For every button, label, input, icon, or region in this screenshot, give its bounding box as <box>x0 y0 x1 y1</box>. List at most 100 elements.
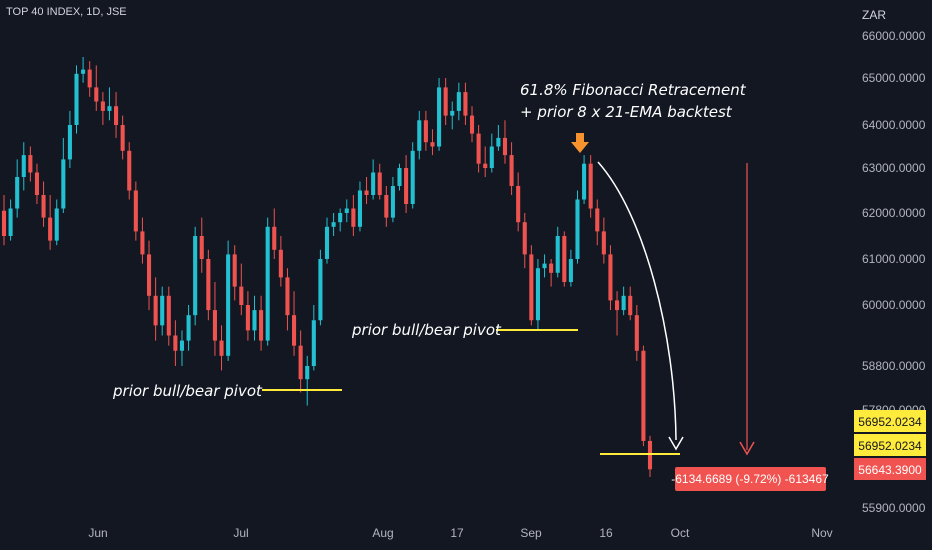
candle <box>318 249 323 326</box>
candle <box>245 291 250 341</box>
candle <box>390 177 395 223</box>
candle-body <box>608 254 613 301</box>
candle-body <box>324 226 330 259</box>
candle <box>450 101 455 130</box>
candle-body <box>377 172 382 195</box>
candle <box>496 125 501 151</box>
candle <box>601 217 606 264</box>
time-tick-label: 17 <box>450 526 464 540</box>
candle-body <box>423 120 428 143</box>
candle-body <box>212 310 217 341</box>
candle-body <box>549 263 554 273</box>
candle <box>8 199 13 241</box>
candle <box>562 231 567 287</box>
candle-body <box>522 222 527 255</box>
candle <box>628 286 633 321</box>
projection-arrowhead-icon <box>668 436 684 451</box>
price-tag-yellow-2-text: 56952.0234 <box>858 439 922 453</box>
candle <box>357 181 363 232</box>
price-tick-label: 60000.0000 <box>862 298 926 312</box>
candle-body <box>562 236 567 282</box>
candle-body <box>463 92 468 116</box>
candle <box>522 213 527 269</box>
candle-body <box>193 236 198 316</box>
candle <box>133 181 138 241</box>
candle <box>549 259 554 287</box>
candle-body <box>364 190 369 195</box>
candle-body <box>160 295 165 326</box>
time-axis[interactable]: Jun Jul Aug 17 Sep 16 Oct Nov <box>88 526 832 540</box>
candle <box>252 295 257 341</box>
candle <box>588 155 593 218</box>
candle <box>417 110 422 160</box>
candle <box>127 142 132 200</box>
price-tick-label: 64000.0000 <box>862 118 926 132</box>
measure-label-text: -6134.6689 (-9.72%) -613467 <box>671 472 829 486</box>
candle-body <box>28 155 33 173</box>
candle <box>54 199 59 246</box>
candle <box>15 159 20 218</box>
candle <box>173 320 178 366</box>
candle-body <box>371 172 376 195</box>
candle <box>291 291 297 356</box>
candle-body <box>601 231 606 255</box>
candle <box>199 217 204 273</box>
candle <box>410 142 415 209</box>
projection-curve-arrow[interactable] <box>597 161 677 441</box>
candle-body <box>535 268 540 321</box>
candle-body <box>357 190 363 227</box>
candle-body <box>588 163 593 209</box>
measure-label[interactable]: -6134.6689 (-9.72%) -613467 <box>671 467 829 491</box>
candle-body <box>575 199 580 259</box>
candle <box>298 330 303 393</box>
candle <box>153 277 158 341</box>
currency-label: ZAR <box>862 8 886 22</box>
candle <box>259 295 264 351</box>
candle <box>186 305 191 351</box>
candle-body <box>647 440 653 470</box>
candle <box>614 291 620 336</box>
candle-body <box>81 69 86 74</box>
candle <box>48 195 53 250</box>
candle <box>206 249 211 321</box>
candle <box>575 190 580 264</box>
candle-body <box>100 101 105 111</box>
candle-body <box>153 295 158 326</box>
candle-body <box>469 115 475 134</box>
candle <box>338 208 343 232</box>
measure-arrowhead-icon <box>739 441 755 456</box>
candle <box>430 129 435 156</box>
candle <box>397 163 402 191</box>
symbol-title[interactable]: TOP 40 INDEX, 1D, JSE <box>6 6 127 18</box>
candle <box>371 159 376 200</box>
candle <box>34 163 40 204</box>
candle <box>535 259 540 331</box>
candle <box>278 236 283 287</box>
candle-body <box>21 155 26 177</box>
candle-body <box>634 315 639 351</box>
annotation-pivot-left: prior bull/bear pivot <box>112 382 263 400</box>
candle <box>555 226 560 278</box>
candle <box>100 92 105 125</box>
candle-body <box>245 305 250 331</box>
price-tag-yellow-1-text: 56952.0234 <box>858 415 922 429</box>
candle-body <box>384 195 389 218</box>
candle <box>463 82 468 125</box>
candle <box>456 82 461 121</box>
candle <box>621 286 626 316</box>
candle-body <box>239 286 244 305</box>
price-tick-label: 65000.0000 <box>862 71 926 85</box>
candle-body <box>614 300 620 311</box>
candle-body <box>410 150 415 204</box>
candle <box>476 125 481 173</box>
candle-body <box>443 87 448 116</box>
candle-body <box>509 155 514 186</box>
candle-body <box>417 120 422 151</box>
candle <box>443 78 448 125</box>
candle <box>404 155 409 213</box>
candle-body <box>173 335 178 351</box>
candle <box>114 92 119 138</box>
candle <box>509 142 514 195</box>
